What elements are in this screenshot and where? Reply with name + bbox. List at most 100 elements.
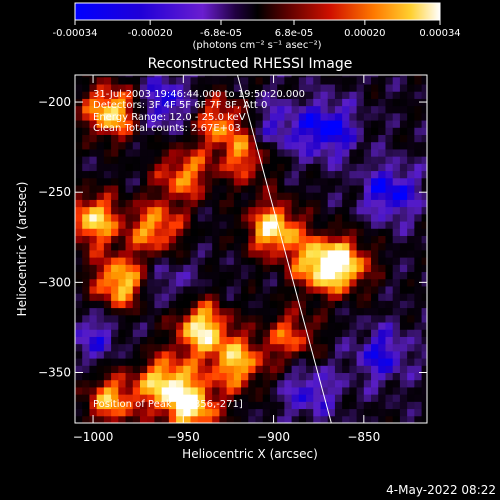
heatmap-cell (313, 285, 321, 294)
heatmap-cell (306, 163, 314, 172)
heatmap-cell (291, 408, 300, 417)
heatmap-cell (320, 322, 329, 330)
heatmap-cell (168, 206, 177, 215)
heatmap-cell (226, 372, 235, 381)
heatmap-cell (183, 271, 192, 280)
heatmap-cell (385, 314, 394, 323)
heatmap-cell (284, 206, 293, 215)
heatmap-cell (327, 271, 336, 280)
heatmap-cell (277, 91, 285, 99)
heatmap-cell (212, 322, 220, 330)
heatmap-cell (147, 293, 155, 301)
heatmap-cell (241, 163, 249, 172)
heatmap-cell (168, 322, 177, 330)
heatmap-cell (306, 271, 314, 280)
heatmap-cell (219, 134, 228, 143)
heatmap-cell (421, 170, 427, 179)
heatmap-cell (248, 322, 257, 330)
heatmap-cell (298, 285, 307, 294)
heatmap-cell (147, 358, 155, 366)
heatmap-cell (306, 386, 314, 395)
heatmap-cell (313, 206, 321, 215)
heatmap-cell (139, 372, 148, 381)
heatmap-cell (147, 156, 155, 164)
heatmap-cell (96, 293, 105, 301)
heatmap-cell (320, 257, 329, 265)
heatmap-cell (313, 192, 321, 200)
heatmap-cell (233, 105, 242, 114)
heatmap-cell (320, 199, 329, 208)
heatmap-cell (291, 91, 300, 99)
heatmap-cell (183, 358, 192, 366)
heatmap-cell (183, 314, 192, 323)
heatmap-cell (111, 386, 119, 395)
y-tick-label: −250 (38, 185, 71, 199)
heatmap-cell (284, 192, 293, 200)
heatmap-cell (226, 199, 235, 208)
heatmap-cell (212, 221, 220, 229)
heatmap-cell (269, 177, 278, 186)
heatmap-cell (147, 329, 155, 337)
heatmap-cell (248, 242, 257, 251)
heatmap-cell (342, 343, 350, 352)
heatmap-cell (212, 307, 220, 316)
heatmap-cell (298, 293, 307, 301)
heatmap-cell (262, 228, 271, 236)
heatmap-cell (399, 386, 408, 395)
heatmap-cell (183, 257, 192, 265)
heatmap-cell (349, 84, 358, 92)
heatmap-cell (399, 307, 408, 316)
heatmap-cell (226, 184, 235, 193)
heatmap-cell (255, 206, 264, 215)
heatmap-cell (161, 91, 170, 99)
heatmap-cell (371, 329, 379, 337)
heatmap-cell (125, 213, 134, 222)
heatmap-cell (313, 293, 321, 301)
heatmap-cell (277, 293, 285, 301)
heatmap-cell (313, 386, 321, 395)
heatmap-cell (103, 293, 112, 301)
heatmap-cell (334, 271, 343, 280)
heatmap-cell (103, 350, 112, 359)
heatmap-cell (291, 329, 300, 337)
heatmap-cell (197, 386, 206, 395)
colorbar: -0.00034 -0.00020 -6.8e-05 6.8e-05 0.00020 0.… (53, 2, 461, 51)
heatmap-cell (392, 177, 401, 186)
heatmap-cell (407, 350, 415, 359)
heatmap-cell (212, 112, 220, 121)
heatmap-cell (226, 343, 235, 352)
heatmap-cell (298, 249, 307, 258)
heatmap-cell (197, 358, 206, 366)
heatmap-cell (197, 350, 206, 359)
heatmap-cell (363, 257, 372, 265)
heatmap-cell (176, 336, 184, 345)
heatmap-cell (139, 141, 148, 150)
heatmap-cell (399, 206, 408, 215)
heatmap-cell (306, 322, 314, 330)
heatmap-cell (96, 394, 105, 402)
heatmap-cell (320, 177, 329, 186)
heatmap-cell (392, 314, 401, 323)
heatmap-cell (269, 307, 278, 316)
heatmap-cell (103, 148, 112, 157)
heatmap-cell (421, 379, 427, 388)
heatmap-cell (269, 343, 278, 352)
heatmap-cell (75, 84, 83, 92)
heatmap-cell (356, 242, 365, 251)
heatmap-cell (118, 300, 127, 309)
heatmap-cell (183, 329, 192, 337)
heatmap-cell (378, 300, 386, 309)
heatmap-cell (241, 134, 249, 143)
heatmap-cell (212, 408, 220, 417)
heatmap-cell (161, 293, 170, 301)
heatmap-cell (407, 134, 415, 143)
heatmap-cell (399, 112, 408, 121)
heatmap-cell (219, 285, 228, 294)
heatmap-cell (407, 177, 415, 186)
heatmap-cell (75, 271, 83, 280)
heatmap-cell (342, 112, 350, 121)
heatmap-cell (334, 394, 343, 402)
heatmap-cell (204, 156, 213, 164)
heatmap-cell (139, 148, 148, 157)
heatmap-cell (298, 199, 307, 208)
